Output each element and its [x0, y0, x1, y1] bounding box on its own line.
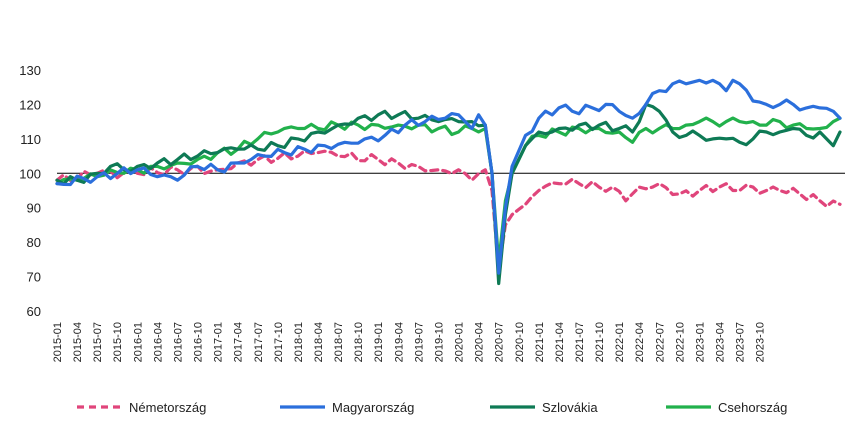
x-tick-label: 2020-07: [494, 322, 506, 362]
y-tick-label: 120: [19, 97, 41, 112]
x-axis: 2015-01 2015-04 2015-07 2015-10 2016-01 2016-…: [52, 322, 767, 362]
legend-label: Szlovákia: [542, 400, 598, 415]
legend-label: Németország: [129, 400, 206, 415]
y-axis: 60 70 80 90 100 110 120 130: [19, 63, 41, 319]
x-tick-label: 2018-07: [333, 322, 345, 362]
x-tick-label: 2017-01: [213, 322, 225, 362]
y-tick-label: 100: [19, 166, 41, 181]
x-tick-label: 2016-07: [172, 322, 184, 362]
x-tick-label: 2015-01: [52, 322, 64, 362]
x-tick-label: 2019-04: [393, 322, 405, 362]
y-tick-label: 90: [27, 201, 41, 216]
series-line-0: [55, 149, 842, 272]
y-tick-label: 130: [19, 63, 41, 78]
x-tick-label: 2017-10: [273, 322, 285, 362]
x-tick-label: 2017-04: [233, 322, 245, 362]
x-tick-label: 2023-07: [735, 322, 747, 362]
legend-label: Csehország: [718, 400, 787, 415]
x-tick-label: 2021-01: [534, 322, 546, 362]
x-tick-label: 2020-10: [514, 322, 526, 362]
x-tick-label: 2017-07: [253, 322, 265, 362]
x-tick-label: 2023-10: [755, 322, 767, 362]
x-tick-label: 2018-10: [353, 322, 365, 362]
x-tick-label: 2021-10: [594, 322, 606, 362]
x-tick-label: 2019-10: [433, 322, 445, 362]
y-tick-label: 60: [27, 304, 41, 319]
x-tick-label: 2018-01: [293, 322, 305, 362]
x-tick-label: 2018-04: [313, 322, 325, 362]
y-tick-label: 80: [27, 235, 41, 250]
x-tick-label: 2021-07: [574, 322, 586, 362]
x-tick-label: 2015-10: [112, 322, 124, 362]
x-tick-label: 2022-04: [634, 322, 646, 362]
x-tick-label: 2023-04: [715, 322, 727, 362]
x-tick-label: 2021-04: [554, 322, 566, 362]
series-line-1: [55, 78, 842, 275]
x-tick-label: 2019-07: [413, 322, 425, 362]
x-tick-label: 2020-04: [474, 322, 486, 362]
x-tick-label: 2015-07: [92, 322, 104, 362]
x-tick-label: 2022-10: [674, 322, 686, 362]
y-tick-label: 70: [27, 270, 41, 285]
y-tick-label: 110: [20, 132, 41, 147]
x-tick-label: 2022-01: [614, 322, 626, 362]
legend-label: Magyarország: [332, 400, 414, 415]
x-tick-label: 2022-07: [654, 322, 666, 362]
x-tick-label: 2023-01: [694, 322, 706, 362]
x-tick-label: 2016-10: [193, 322, 205, 362]
x-tick-label: 2016-01: [132, 322, 144, 362]
series-line-2: [55, 102, 842, 286]
series-line-3: [55, 116, 842, 265]
x-tick-label: 2016-04: [152, 322, 164, 362]
series-lines: [55, 78, 842, 286]
x-tick-label: 2019-01: [373, 322, 385, 362]
x-tick-label: 2015-04: [72, 322, 84, 362]
legend: Németország Magyarország Szlovákia Csehorsz…: [77, 400, 787, 415]
x-tick-label: 2020-01: [454, 322, 466, 362]
